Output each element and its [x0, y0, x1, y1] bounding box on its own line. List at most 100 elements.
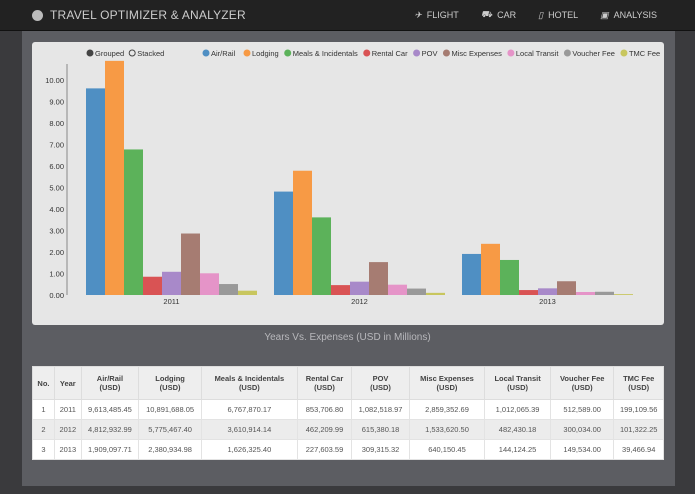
x-tick-label: 2012 [351, 297, 368, 306]
bar[interactable] [293, 170, 312, 295]
table-row: 3 2013 1,909,097.71 2,380,934.98 1,626,325.4… [32, 439, 664, 460]
table-cell: 2011 [53, 399, 82, 420]
table-cell: 309,315.32 [351, 439, 410, 460]
bar[interactable] [407, 288, 426, 295]
bar[interactable] [576, 291, 595, 295]
legend-label: Local Transit [516, 49, 559, 58]
table-cell: 2012 [53, 419, 82, 440]
nav-analysis[interactable]: ▣ ANALYSIS [600, 9, 657, 21]
column-header[interactable]: Air/Rail (USD) [80, 366, 140, 400]
legend-item[interactable]: Rental Car [363, 49, 408, 58]
table-cell: 2,380,934.98 [138, 439, 202, 460]
nav-label: FLIGHT [426, 10, 459, 20]
bar[interactable] [219, 284, 238, 295]
bar[interactable] [369, 262, 388, 295]
table-cell: 101,322.25 [613, 419, 664, 440]
bar[interactable] [143, 276, 162, 295]
nav-hotel[interactable]: ▯ HOTEL [538, 9, 578, 21]
bar[interactable] [331, 285, 350, 295]
bar[interactable] [426, 292, 445, 295]
header-unit: (USD) [314, 383, 335, 392]
legend-label: POV [422, 49, 438, 58]
header-label: Voucher Fee [559, 374, 605, 383]
bar[interactable] [614, 294, 633, 295]
header-label: Local Transit [494, 374, 541, 383]
column-header[interactable]: Misc Expenses (USD) [408, 366, 486, 400]
bar[interactable] [312, 217, 331, 295]
column-header[interactable]: Local Transit (USD) [484, 366, 551, 400]
column-header[interactable]: Year [53, 366, 82, 400]
table-cell: 853,706.80 [296, 399, 353, 420]
bar[interactable] [162, 271, 181, 295]
table-cell: 6,767,870.17 [201, 399, 298, 420]
bar[interactable] [538, 288, 557, 295]
header-label: Lodging [155, 374, 185, 383]
legend-item[interactable]: POV [413, 49, 437, 58]
header-label: Air/Rail [96, 374, 124, 383]
y-tick-label: 9.00 [49, 98, 64, 107]
legend-swatch [507, 49, 515, 57]
bar[interactable] [86, 88, 105, 295]
column-header[interactable]: Lodging (USD) [138, 366, 202, 400]
table-cell: 300,034.00 [549, 419, 615, 440]
mode-stacked[interactable]: Stacked [128, 49, 164, 58]
bar[interactable] [519, 290, 538, 295]
bar[interactable] [595, 291, 614, 295]
bar[interactable] [124, 149, 143, 295]
y-tick-label: 8.00 [49, 119, 64, 128]
legend-swatch [284, 49, 292, 57]
legend-label: Rental Car [372, 49, 408, 58]
table-cell: 615,380.18 [351, 419, 410, 440]
table-cell: 1,012,065.39 [484, 399, 551, 420]
brand[interactable]: TRAVEL OPTIMIZER & ANALYZER [32, 8, 246, 22]
legend-item[interactable]: TMC Fee [620, 49, 660, 58]
legend-swatch [413, 49, 421, 57]
column-header[interactable]: Rental Car (USD) [296, 366, 353, 400]
column-header[interactable]: POV (USD) [351, 366, 410, 400]
legend-item[interactable]: Meals & Incidentals [284, 49, 358, 58]
x-tick-label: 2013 [539, 297, 556, 306]
column-header[interactable]: No. [32, 366, 55, 400]
bar[interactable] [388, 284, 407, 295]
legend-item[interactable]: Lodging [243, 49, 279, 58]
bar[interactable] [350, 281, 369, 295]
main-nav: ✈ FLIGHT ⛟ CAR ▯ HOTEL ▣ ANALYSIS [414, 9, 657, 21]
table-cell: 149,534.00 [549, 439, 615, 460]
legend-item[interactable]: Voucher Fee [563, 49, 615, 58]
column-header[interactable]: Meals & Incidentals (USD) [201, 366, 298, 400]
mode-label: Stacked [137, 49, 164, 58]
legend-item[interactable]: Local Transit [507, 49, 559, 58]
bar[interactable] [200, 273, 219, 295]
header-unit: (USD) [436, 383, 458, 392]
table-row: 2 2012 4,812,932.99 5,775,467.40 3,610,914.1… [32, 419, 664, 440]
column-header[interactable]: TMC Fee (USD) [613, 366, 664, 400]
header-label: Misc Expenses [420, 374, 474, 383]
table-cell: 227,603.59 [296, 439, 353, 460]
header-label: POV [372, 374, 389, 383]
bar[interactable] [105, 60, 124, 296]
globe-icon [32, 9, 43, 21]
legend-item[interactable]: Air/Rail [202, 49, 236, 58]
y-tick-label: 10.00 [45, 76, 64, 85]
column-header[interactable]: Voucher Fee (USD) [549, 366, 615, 400]
bar[interactable] [557, 281, 576, 295]
app-title: TRAVEL OPTIMIZER & ANALYZER [50, 8, 246, 22]
nav-car[interactable]: ⛟ CAR [481, 9, 516, 21]
bar[interactable] [500, 259, 519, 295]
bar[interactable] [481, 243, 500, 295]
legend-swatch [243, 49, 251, 57]
y-tick-label: 2.00 [49, 248, 64, 257]
top-navbar: TRAVEL OPTIMIZER & ANALYZER ✈ FLIGHT ⛟ CAR… [0, 0, 695, 31]
nav-flight[interactable]: ✈ FLIGHT [414, 9, 459, 21]
bar[interactable] [181, 233, 200, 295]
mode-grouped[interactable]: Grouped [86, 49, 125, 58]
bar[interactable] [274, 191, 293, 295]
y-tick-label: 3.00 [49, 227, 64, 236]
legend-item[interactable]: Misc Expenses [442, 49, 502, 58]
legend-label: TMC Fee [629, 49, 660, 58]
table-cell: 2013 [53, 439, 82, 460]
bar[interactable] [462, 253, 481, 295]
legend-label: Lodging [252, 49, 279, 58]
bar[interactable] [238, 290, 257, 295]
table-cell: 9,613,485.45 [80, 399, 140, 420]
